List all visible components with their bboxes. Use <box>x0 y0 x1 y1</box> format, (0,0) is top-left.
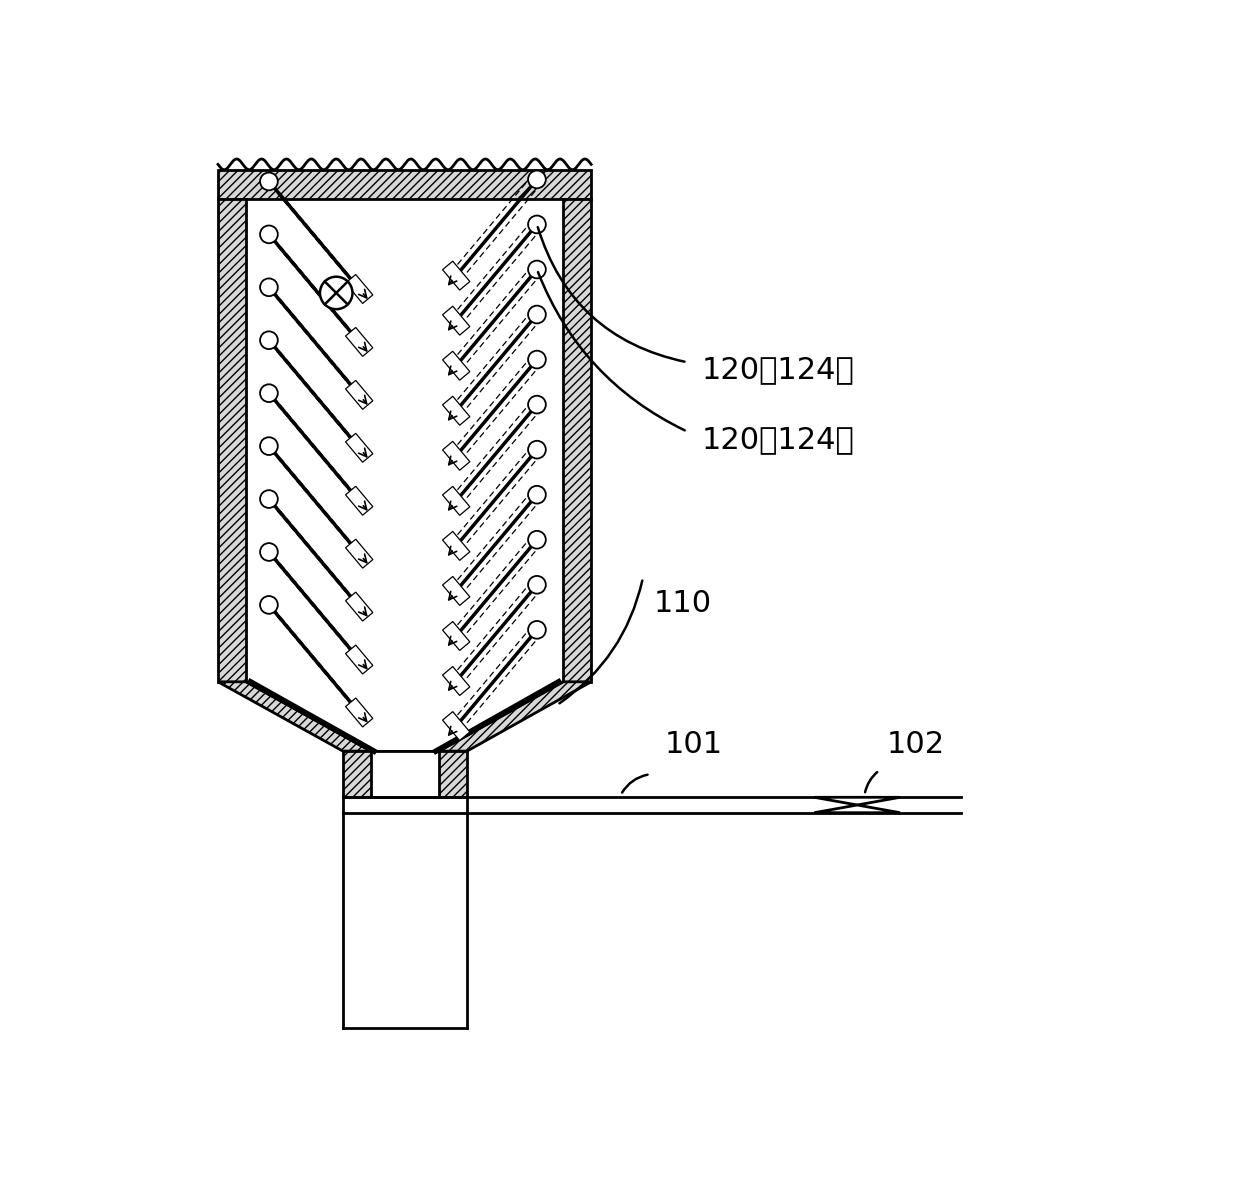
Circle shape <box>528 440 546 458</box>
Circle shape <box>260 384 278 402</box>
Polygon shape <box>346 645 373 674</box>
Polygon shape <box>218 199 246 682</box>
Polygon shape <box>443 487 470 515</box>
Circle shape <box>260 437 278 455</box>
Polygon shape <box>346 381 373 409</box>
Polygon shape <box>443 712 470 740</box>
Bar <box>246 199 563 682</box>
Circle shape <box>260 173 278 190</box>
Circle shape <box>528 486 546 503</box>
Polygon shape <box>346 433 373 462</box>
Text: 120（124）: 120（124） <box>702 425 854 453</box>
Polygon shape <box>346 275 373 303</box>
Circle shape <box>260 331 278 349</box>
Polygon shape <box>346 487 373 515</box>
Circle shape <box>528 621 546 639</box>
Circle shape <box>528 306 546 324</box>
Circle shape <box>260 596 278 614</box>
Polygon shape <box>439 682 591 751</box>
Polygon shape <box>346 699 373 727</box>
Circle shape <box>260 543 278 560</box>
Circle shape <box>260 278 278 296</box>
Circle shape <box>260 490 278 508</box>
Polygon shape <box>563 199 591 682</box>
Circle shape <box>528 170 546 188</box>
Polygon shape <box>343 751 467 797</box>
Polygon shape <box>218 682 371 751</box>
Polygon shape <box>346 539 373 568</box>
Circle shape <box>528 576 546 594</box>
Polygon shape <box>815 804 900 813</box>
Polygon shape <box>346 327 373 356</box>
Polygon shape <box>443 306 470 336</box>
Polygon shape <box>346 593 373 621</box>
Polygon shape <box>443 666 470 695</box>
Circle shape <box>528 215 546 233</box>
Polygon shape <box>443 441 470 470</box>
Polygon shape <box>815 797 900 804</box>
Circle shape <box>528 261 546 278</box>
Circle shape <box>320 277 352 309</box>
Polygon shape <box>443 621 470 651</box>
Bar <box>371 751 439 797</box>
Text: 101: 101 <box>665 729 723 759</box>
Polygon shape <box>443 351 470 380</box>
Polygon shape <box>443 532 470 560</box>
Circle shape <box>528 396 546 413</box>
Text: 120（124）: 120（124） <box>702 356 854 384</box>
Polygon shape <box>218 170 591 199</box>
Circle shape <box>528 531 546 549</box>
Polygon shape <box>443 261 470 290</box>
Polygon shape <box>443 396 470 425</box>
Polygon shape <box>246 682 563 751</box>
Polygon shape <box>443 576 470 606</box>
Text: 110: 110 <box>653 589 712 619</box>
Circle shape <box>260 225 278 243</box>
Text: 102: 102 <box>887 729 945 759</box>
Circle shape <box>528 351 546 369</box>
